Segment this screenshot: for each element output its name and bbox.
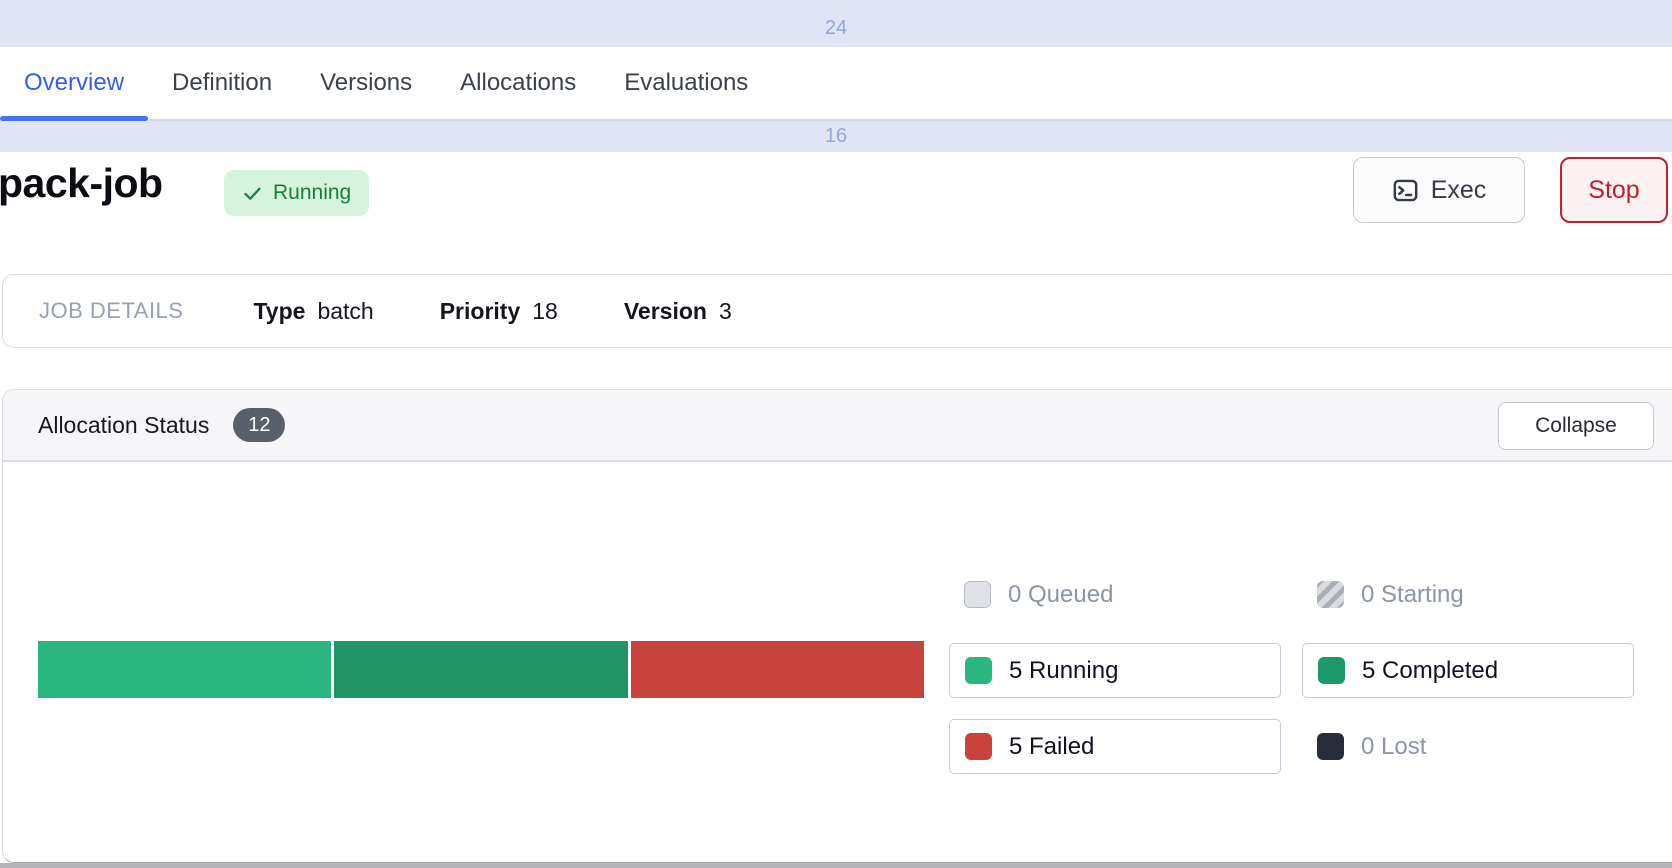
queued-swatch-icon [964, 581, 991, 608]
tab-versions[interactable]: Versions [320, 69, 413, 96]
check-icon [244, 187, 261, 200]
tab-definition[interactable]: Definition [172, 69, 273, 96]
completed-swatch-icon [1318, 657, 1345, 684]
job-detail-type: Type batch [253, 298, 373, 325]
legend-item-running[interactable]: 5 Running [949, 643, 1281, 698]
running-swatch-icon [965, 657, 992, 684]
window-bottom-edge [0, 863, 1672, 868]
exec-button-label: Exec [1430, 175, 1487, 204]
tab-evaluations[interactable]: Evaluations [624, 69, 749, 96]
job-detail-version: Version 3 [624, 298, 732, 325]
allocation-legend: 0 Queued 0 Starting 5 Running 5 Completed 5 … [949, 567, 1634, 774]
allocation-count-badge: 12 [233, 408, 286, 442]
bar-segment-failed [630, 641, 924, 698]
field-label: Type [253, 297, 306, 324]
page-title: pack-job [0, 160, 163, 206]
terminal-icon [1393, 179, 1418, 201]
stop-button[interactable]: Stop [1560, 157, 1668, 223]
field-value: batch [317, 297, 374, 324]
legend-item-label: 0 Queued [1008, 580, 1114, 608]
stop-button-label: Stop [1588, 175, 1640, 204]
job-details-box: JOB DETAILS Type batch Priority 18 Version 3 [2, 274, 1672, 348]
ruler-top-value: 24 [824, 17, 848, 39]
bar-segment-running [38, 641, 332, 698]
bar-segment-completed [334, 641, 628, 698]
allocation-panel-body: 0 Queued 0 Starting 5 Running 5 Completed 5 … [3, 464, 1672, 862]
tab-bar: Overview Definition Versions Allocations Eva… [0, 47, 1672, 121]
collapse-button[interactable]: Collapse [1498, 402, 1654, 450]
ruler-middle-value: 16 [824, 125, 848, 147]
allocation-status-panel: Allocation Status 12 Collapse 0 Queued 0 … [2, 389, 1672, 863]
tab-list: Overview Definition Versions Allocations Eva… [0, 47, 1672, 121]
field-label: Priority [439, 297, 521, 324]
allocation-panel-header: Allocation Status 12 Collapse [3, 390, 1672, 462]
tab-overview[interactable]: Overview [0, 47, 149, 121]
allocation-panel-title: Allocation Status [38, 411, 210, 438]
legend-item-queued: 0 Queued [949, 567, 1281, 622]
field-label: Version [623, 297, 707, 324]
status-badge-label: Running [273, 181, 352, 204]
legend-item-label: 5 Failed [1009, 732, 1095, 760]
starting-swatch-icon [1317, 581, 1344, 608]
legend-item-label: 0 Lost [1361, 732, 1427, 760]
status-badge: Running [224, 170, 370, 216]
allocation-stacked-bar [38, 641, 924, 698]
legend-item-starting: 0 Starting [1302, 567, 1634, 622]
failed-swatch-icon [965, 733, 992, 760]
legend-item-label: 5 Completed [1362, 656, 1499, 684]
job-detail-priority: Priority 18 [440, 298, 558, 325]
legend-item-completed[interactable]: 5 Completed [1302, 643, 1634, 698]
legend-item-label: 5 Running [1009, 656, 1119, 684]
tab-allocations[interactable]: Allocations [460, 69, 577, 96]
legend-item-failed[interactable]: 5 Failed [949, 719, 1281, 774]
exec-button[interactable]: Exec [1353, 157, 1525, 223]
legend-item-lost: 0 Lost [1302, 719, 1634, 774]
job-details-heading: JOB DETAILS [39, 298, 184, 323]
field-value: 18 [532, 297, 558, 324]
field-value: 3 [718, 297, 732, 324]
job-details-fields: Type batch Priority 18 Version 3 [253, 298, 731, 325]
ruler-strip-top: 24 [0, 0, 1672, 47]
legend-item-label: 0 Starting [1361, 580, 1464, 608]
lost-swatch-icon [1317, 733, 1344, 760]
ruler-strip-middle: 16 [0, 121, 1672, 152]
